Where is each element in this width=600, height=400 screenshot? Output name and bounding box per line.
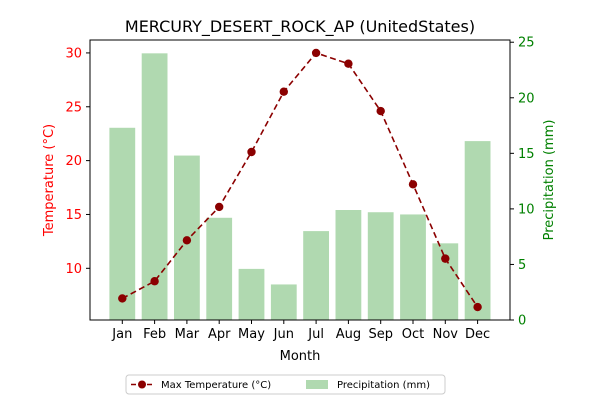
- y-left-tick-label-10: 10: [65, 262, 82, 277]
- temperature-point-aug: [344, 59, 353, 68]
- x-tick-label-nov: Nov: [433, 327, 459, 342]
- y-left-tick-label-20: 20: [65, 154, 82, 169]
- temperature-point-may: [247, 147, 256, 157]
- y-left-tick-label-15: 15: [65, 208, 82, 223]
- temperature-point-oct: [408, 180, 418, 189]
- temperature-line: [121, 51, 479, 308]
- x-tick-label-may: May: [238, 327, 265, 342]
- precipitation-bar-jul: [303, 231, 329, 320]
- x-axis: Jan Feb Mar Apr May Jun Jul Aug Sep Oct Nov Dec: [111, 320, 490, 342]
- legend-label-precipitation: Precipitation (mm): [337, 380, 430, 391]
- temperature-point-sep: [376, 106, 385, 116]
- precipitation-bar-jan: [109, 127, 136, 320]
- x-tick-label-dec: Dec: [465, 327, 490, 342]
- precipitation-bar-dec: [464, 141, 491, 320]
- x-axis-label: Month: [280, 349, 321, 364]
- y-right-tick-label-15: 15: [518, 147, 535, 162]
- temperature-line-layer: [118, 48, 482, 312]
- x-tick-label-feb: Feb: [143, 327, 166, 342]
- y-axis-left: 10 15 20 25 30: [65, 46, 90, 277]
- temperature-point-mar: [182, 236, 192, 245]
- temperature-point-apr: [215, 202, 224, 212]
- precipitation-bar-apr: [206, 217, 233, 320]
- precipitation-bar-feb: [141, 53, 168, 320]
- legend-line-marker: [138, 380, 146, 389]
- y-right-tick-label-5: 5: [518, 258, 526, 273]
- precipitation-bar-oct: [400, 214, 426, 320]
- x-tick-label-aug: Aug: [336, 327, 361, 342]
- legend-label-temperature: Max Temperature (°C): [161, 380, 271, 391]
- x-tick-label-oct: Oct: [402, 327, 424, 342]
- temperature-point-nov: [441, 254, 450, 263]
- y-right-tick-label-10: 10: [518, 202, 535, 217]
- legend-frame: [125, 374, 446, 395]
- precipitation-bar-aug: [335, 210, 362, 320]
- precipitation-bar-jun: [270, 284, 297, 320]
- y-axis-right: 0 5 10 15 20 25: [510, 36, 535, 329]
- y-right-tick-label-25: 25: [518, 36, 535, 51]
- y-axis-right-label: Precipitation (mm): [542, 120, 557, 241]
- y-right-tick-label-20: 20: [518, 91, 535, 106]
- temperature-point-dec: [473, 302, 482, 312]
- temperature-point-feb: [150, 277, 159, 286]
- x-tick-label-sep: Sep: [368, 327, 393, 342]
- precipitation-bars: [109, 53, 491, 320]
- precipitation-bar-may: [238, 268, 265, 320]
- temperature-point-jul: [311, 48, 321, 58]
- y-left-tick-label-30: 30: [65, 46, 82, 61]
- y-right-tick-label-0: 0: [518, 314, 526, 329]
- x-tick-label-jul: Jul: [307, 327, 324, 342]
- plot-frame: [89, 39, 511, 321]
- x-tick-label-mar: Mar: [175, 327, 200, 342]
- chart-title: MERCURY_DESERT_ROCK_AP (UnitedStates): [125, 17, 475, 37]
- x-tick-label-apr: Apr: [208, 327, 231, 342]
- x-tick-label-jan: Jan: [111, 327, 132, 342]
- y-left-tick-label-25: 25: [65, 100, 82, 115]
- temperature-point-jun: [279, 87, 288, 96]
- precipitation-bar-sep: [367, 212, 394, 320]
- legend-bar-swatch: [306, 380, 328, 389]
- x-tick-label-jun: Jun: [273, 327, 294, 342]
- temperature-point-jan: [118, 294, 127, 303]
- y-axis-left-label: Temperature (°C): [42, 124, 57, 237]
- legend: Max Temperature (°C) Precipitation (mm): [125, 374, 446, 395]
